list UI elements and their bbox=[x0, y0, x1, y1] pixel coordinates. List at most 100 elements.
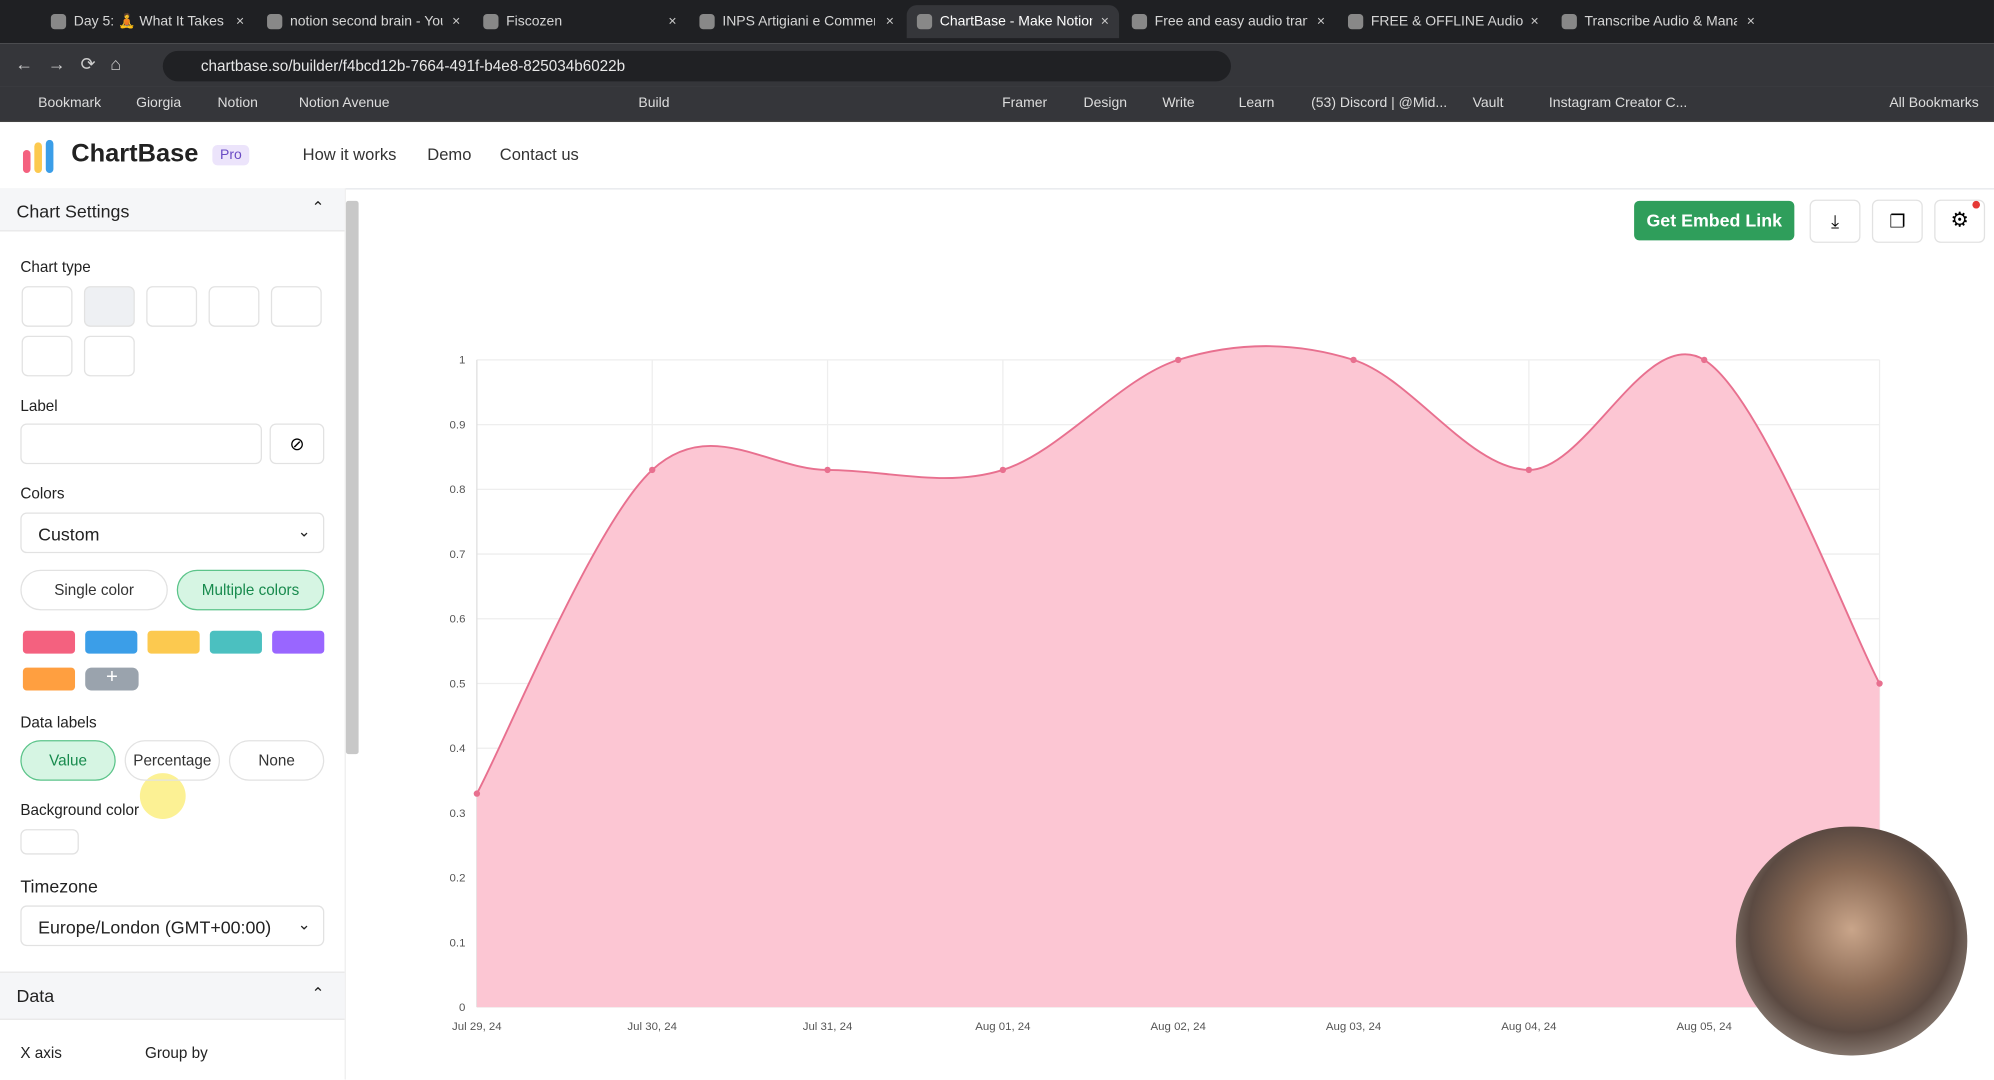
download-button[interactable]: ⤓ bbox=[1809, 199, 1861, 243]
tab[interactable]: ChartBase - Make Notion × bbox=[906, 5, 1120, 39]
nav-buttons: ← → ⟳ ⌂ bbox=[15, 53, 122, 74]
scrollbar-thumb[interactable] bbox=[345, 200, 359, 755]
field-label: Group by bbox=[144, 1044, 208, 1062]
chart-type-button[interactable] bbox=[21, 286, 73, 327]
tab-close[interactable]: × bbox=[1746, 13, 1755, 30]
tab-close[interactable]: × bbox=[235, 13, 245, 30]
tab-close[interactable]: × bbox=[668, 13, 677, 30]
nav-link[interactable]: Contact us bbox=[499, 144, 579, 165]
tab-close[interactable]: × bbox=[1100, 13, 1109, 30]
x-tick-label: Aug 03, 24 bbox=[1326, 1021, 1382, 1033]
color-mode-button[interactable]: Multiple colors bbox=[176, 569, 325, 611]
bookmark[interactable]: Bookmark bbox=[38, 95, 102, 111]
label-input[interactable] bbox=[20, 423, 262, 465]
tab[interactable]: Day 5: 🧘 What It Takes To × bbox=[41, 5, 255, 38]
logo-icon bbox=[22, 139, 54, 173]
y-tick-label: 0.5 bbox=[450, 678, 466, 690]
point bbox=[1701, 356, 1708, 364]
chart-type-button[interactable] bbox=[146, 286, 198, 327]
chart-type-button[interactable] bbox=[21, 335, 73, 377]
tab[interactable]: INPS Artigiani e Commerc × bbox=[689, 5, 904, 38]
data-label-option[interactable]: Value bbox=[20, 740, 116, 781]
nav-link[interactable]: How it works bbox=[302, 144, 397, 165]
add-color[interactable]: + bbox=[85, 667, 139, 691]
tab[interactable]: notion second brain - You × bbox=[257, 5, 471, 38]
field-label: Background color bbox=[20, 801, 140, 819]
tab-icon bbox=[483, 13, 499, 30]
x-tick-label: Aug 02, 24 bbox=[1151, 1021, 1207, 1033]
bookmark[interactable]: (53) Discord | @Mid... bbox=[1311, 95, 1448, 111]
y-tick-label: 1 bbox=[459, 355, 465, 367]
chart-type-button[interactable] bbox=[270, 286, 322, 327]
bookmark[interactable]: Giorgia bbox=[136, 95, 182, 111]
point bbox=[1525, 466, 1533, 474]
bookmark[interactable]: Design bbox=[1083, 95, 1128, 111]
url-field[interactable]: chartbase.so/builder/f4bcd12b-7664-491f-… bbox=[162, 50, 1231, 82]
bookmarks-bar: All Bookmarks Bookmark Giorgia Notion Notio… bbox=[0, 86, 1994, 123]
point bbox=[1876, 680, 1883, 687]
bookmark[interactable]: Vault bbox=[1472, 95, 1504, 111]
tab-title: Transcribe Audio & Mana bbox=[1584, 13, 1738, 30]
tab[interactable]: FREE & OFFLINE Audio to × bbox=[1338, 5, 1549, 38]
color-swatch[interactable] bbox=[147, 630, 200, 654]
x-tick-label: Jul 31, 24 bbox=[803, 1021, 853, 1033]
tab[interactable]: Fiscozen × bbox=[473, 5, 687, 38]
bookmark[interactable]: Learn bbox=[1238, 95, 1275, 111]
tab-icon bbox=[1561, 13, 1577, 30]
tab-title: notion second brain - You bbox=[289, 13, 443, 30]
section-header[interactable] bbox=[0, 188, 345, 232]
tab-close[interactable]: × bbox=[1530, 13, 1539, 30]
field-label: X axis bbox=[20, 1044, 62, 1062]
colors-select[interactable] bbox=[20, 512, 325, 554]
color-swatch[interactable] bbox=[22, 630, 76, 654]
collapse-icon[interactable]: ⌃ bbox=[311, 984, 325, 1003]
tab-close[interactable]: × bbox=[452, 13, 461, 30]
color-swatch[interactable] bbox=[22, 667, 76, 691]
color-swatch[interactable] bbox=[85, 630, 138, 654]
chart-type-button[interactable] bbox=[83, 335, 135, 377]
chart-type-button[interactable] bbox=[83, 286, 135, 327]
copy-button[interactable]: ❐ bbox=[1871, 199, 1923, 243]
bookmark[interactable]: Framer bbox=[1002, 95, 1048, 111]
area bbox=[476, 346, 1880, 1008]
visibility-toggle[interactable]: ⊘ bbox=[269, 423, 325, 465]
field-label: Chart type bbox=[20, 258, 91, 276]
tab[interactable]: Transcribe Audio & Mana × bbox=[1551, 5, 1765, 38]
bookmark[interactable]: Write bbox=[1162, 95, 1195, 111]
x-tick-label: Jul 29, 24 bbox=[452, 1021, 502, 1033]
section-header[interactable] bbox=[0, 971, 345, 1020]
tab-close[interactable]: × bbox=[885, 13, 894, 30]
field-label: Colors bbox=[20, 484, 65, 503]
tab-icon bbox=[1131, 13, 1148, 30]
bookmark[interactable]: Notion Avenue bbox=[298, 95, 390, 111]
tab-title: FREE & OFFLINE Audio to bbox=[1370, 13, 1524, 30]
color-mode-button[interactable]: Single color bbox=[20, 569, 168, 611]
bg-color-swatch[interactable] bbox=[20, 829, 79, 855]
nav-link[interactable]: Demo bbox=[427, 144, 472, 165]
tab-close[interactable]: × bbox=[1316, 13, 1326, 30]
line bbox=[476, 345, 1881, 795]
y-tick-label: 0.1 bbox=[450, 937, 466, 949]
all-bookmarks[interactable]: All Bookmarks bbox=[1889, 95, 1979, 111]
field-label: Label bbox=[20, 396, 58, 415]
point bbox=[473, 790, 481, 797]
bookmark[interactable]: Build bbox=[638, 95, 670, 111]
bookmark[interactable]: Instagram Creator C... bbox=[1548, 95, 1688, 111]
tab[interactable]: Free and easy audio trans × bbox=[1122, 5, 1336, 38]
point bbox=[999, 466, 1007, 474]
timezone-select[interactable] bbox=[20, 905, 325, 947]
chart: Jul 29, 24 Jul 30, 24 Jul 31, 24 Aug 01, 24… bbox=[450, 345, 1883, 1033]
color-swatch[interactable] bbox=[272, 630, 325, 654]
logo-text[interactable]: ChartBase bbox=[71, 139, 199, 168]
embed-button[interactable]: Get Embed Link bbox=[1634, 200, 1795, 241]
data-label-option[interactable]: Percentage bbox=[124, 740, 221, 781]
tab-icon bbox=[916, 13, 933, 30]
y-tick-label: 0.8 bbox=[450, 484, 466, 496]
y-tick-label: 0.3 bbox=[450, 808, 466, 820]
data-label-option[interactable]: None bbox=[228, 740, 325, 781]
color-swatch[interactable] bbox=[209, 630, 262, 654]
chart-type-button[interactable] bbox=[208, 286, 260, 327]
bookmark[interactable]: Notion bbox=[217, 95, 258, 111]
collapse-icon[interactable]: ⌃ bbox=[311, 198, 325, 217]
select-value: Europe/London (GMT+00:00) bbox=[38, 916, 272, 938]
